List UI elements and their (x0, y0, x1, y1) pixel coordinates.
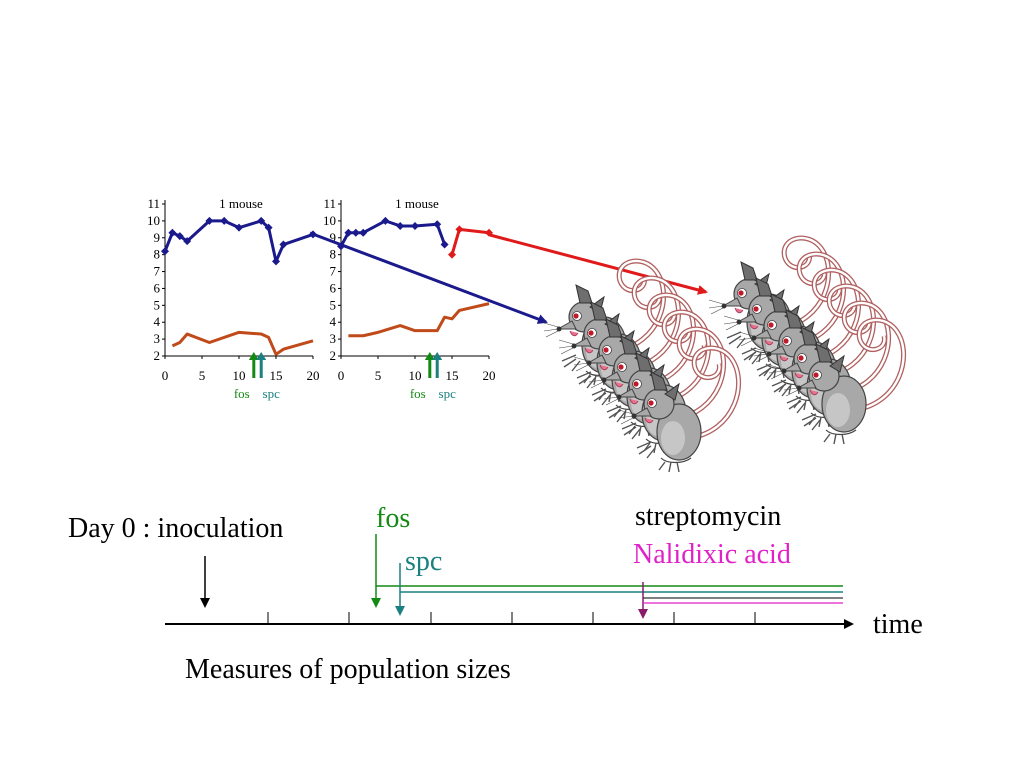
y-tick-label: 5 (154, 297, 161, 312)
y-tick-label: 8 (154, 247, 161, 262)
y-tick-label: 7 (330, 264, 337, 279)
y-tick-label: 9 (330, 230, 337, 245)
y-tick-label: 2 (154, 348, 161, 363)
y-tick-label: 7 (154, 264, 161, 279)
data-point (183, 237, 192, 246)
time-ticks (267, 612, 756, 624)
y-tick-label: 8 (330, 247, 337, 262)
series-line (348, 302, 490, 338)
streptomycin-label: streptomycin (635, 501, 782, 532)
x-tick-label: 0 (162, 368, 169, 383)
chart-panel-2: 2 3 4 5 67 8 9 10 11 0 5 10 15 20 1 mouse fos spc (323, 196, 496, 401)
data-point (351, 228, 360, 237)
y-tick-label: 11 (323, 196, 336, 211)
treatment-arrow-head (256, 352, 267, 360)
time-label: time (873, 609, 923, 640)
x-tick-label: 15 (446, 368, 459, 383)
x-tick-label: 5 (199, 368, 206, 383)
data-point (257, 216, 266, 225)
series-line (171, 330, 314, 356)
data-point (359, 228, 368, 237)
data-point (264, 223, 273, 232)
y-tick-label: 4 (330, 314, 337, 329)
x-tick-label: 20 (483, 368, 496, 383)
treatment-arrow-head (432, 352, 443, 360)
data-point (344, 228, 353, 237)
data-point (411, 221, 419, 230)
arrow-to-group-2 (489, 233, 708, 295)
y-tick-label: 6 (330, 280, 337, 295)
chart-title: 1 mouse (395, 196, 439, 211)
y-tick-label: 2 (330, 348, 337, 363)
y-tick-label: 9 (154, 230, 161, 245)
x-tick-label: 0 (338, 368, 345, 383)
treatment-label: spc (439, 386, 457, 401)
treatment-label: spc (263, 386, 281, 401)
chart-panel-1: 2 3 4 5 67 8 9 10 11 0 5 10 15 20 1 mouse fos spc (147, 196, 320, 401)
inoculation-label: Day 0 : inoculation (68, 513, 284, 544)
data-point (455, 225, 464, 234)
data-point (440, 240, 449, 249)
x-tick-label: 5 (375, 368, 382, 383)
timeline (165, 534, 854, 629)
data-point (448, 250, 456, 259)
chart-title: 1 mouse (219, 196, 263, 211)
y-tick-label: 5 (330, 297, 337, 312)
treatment-arrow-head (248, 352, 259, 360)
y-tick-label: 11 (147, 196, 160, 211)
y-tick-label: 3 (154, 331, 161, 346)
data-point (381, 216, 390, 225)
y-tick-label: 10 (147, 213, 160, 228)
data-point (220, 216, 229, 225)
treatment-label: fos (234, 386, 250, 401)
nalidixic-label: Nalidixic acid (633, 539, 791, 570)
data-point (175, 232, 184, 241)
data-point (396, 221, 405, 230)
x-tick-label: 10 (409, 368, 422, 383)
series-line (450, 227, 490, 256)
data-point (161, 247, 169, 256)
measures-label: Measures of population sizes (185, 654, 511, 685)
data-point (205, 216, 214, 225)
spc-label: spc (405, 546, 443, 577)
x-tick-label: 10 (233, 368, 246, 383)
data-point (272, 257, 280, 266)
mouse-group-icon (709, 238, 904, 444)
data-point (279, 240, 288, 249)
y-tick-label: 4 (154, 314, 161, 329)
y-tick-label: 6 (154, 280, 161, 295)
x-tick-label: 15 (270, 368, 283, 383)
treatment-arrow-head (424, 352, 435, 360)
data-point (433, 220, 442, 229)
x-tick-label: 20 (307, 368, 320, 383)
mouse-group-icon (544, 261, 739, 472)
data-point (235, 223, 243, 232)
treatment-label: fos (410, 386, 426, 401)
y-tick-label: 10 (323, 213, 336, 228)
y-tick-label: 3 (330, 331, 337, 346)
fos-label: fos (376, 503, 411, 534)
arrow-to-group-1 (309, 231, 548, 324)
data-point (168, 228, 177, 237)
